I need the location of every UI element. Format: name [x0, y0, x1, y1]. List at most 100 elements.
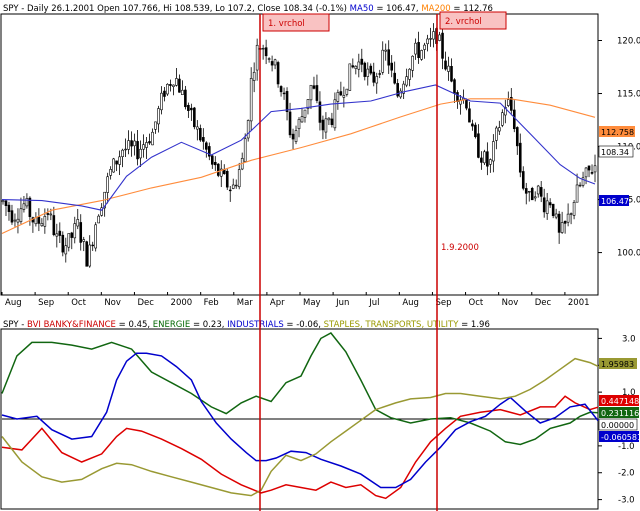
- candle-body: [297, 119, 301, 130]
- candle-body: [82, 239, 86, 242]
- peak-2-annotation-label: 2. vrchol: [445, 17, 482, 27]
- candle-body: [73, 223, 77, 239]
- x-tick-label: Aug: [402, 298, 419, 308]
- candle: [501, 109, 504, 128]
- candle-body: [115, 160, 118, 165]
- candle: [169, 79, 172, 92]
- candle-body: [225, 170, 229, 188]
- candle: [264, 39, 268, 65]
- candle: [37, 208, 41, 232]
- candle: [7, 201, 11, 221]
- candle: [530, 186, 534, 201]
- candle-body: [483, 151, 486, 164]
- candle: [345, 88, 349, 97]
- indicator-y-tick-label: -1.0: [618, 442, 635, 452]
- candle: [414, 38, 417, 60]
- price-y-tick-label: 120.0: [617, 37, 640, 47]
- x-tick-label: Jul: [368, 298, 379, 308]
- candle-body: [405, 76, 408, 86]
- indicator-header-part-2: = 0.45,: [116, 320, 153, 330]
- candle: [267, 57, 271, 63]
- candle: [181, 80, 184, 96]
- candle: [52, 206, 56, 237]
- candle-body: [205, 142, 208, 150]
- ma50-value-text: 106.47: [601, 197, 629, 206]
- candle-body: [521, 171, 525, 189]
- candle-body: [148, 141, 151, 144]
- zero-value-text: 0.00000: [601, 421, 634, 430]
- candle: [375, 72, 379, 94]
- candle-body: [593, 165, 597, 173]
- candle: [309, 84, 313, 110]
- x-tick-label: Sep: [38, 298, 54, 308]
- candle-body: [34, 217, 38, 225]
- candle-body: [477, 133, 480, 158]
- price-header-part-4: = 112.76: [451, 4, 493, 14]
- candle: [432, 23, 435, 48]
- candle: [426, 34, 429, 52]
- candle-body: [387, 49, 391, 66]
- candle: [393, 61, 396, 85]
- staples-value-tag: [599, 358, 637, 369]
- candle-body: [590, 172, 594, 174]
- candle: [273, 58, 277, 70]
- candle-body: [127, 140, 130, 150]
- candle-body: [121, 149, 124, 157]
- candle-body: [252, 71, 256, 81]
- candle-body: [509, 97, 513, 111]
- candle-body: [97, 215, 100, 224]
- candle-body: [145, 142, 148, 148]
- candle-body: [52, 215, 56, 236]
- candle-body: [402, 83, 405, 94]
- candle: [539, 181, 543, 203]
- candle: [312, 76, 316, 90]
- candle-body: [498, 127, 501, 132]
- candle: [40, 218, 44, 227]
- candle: [190, 103, 193, 121]
- candle: [210, 154, 214, 169]
- ma200-value-text: 112.758: [601, 128, 634, 137]
- candle: [339, 81, 343, 97]
- candle: [67, 233, 71, 252]
- candle-body: [49, 213, 53, 216]
- candle: [390, 55, 393, 78]
- candle-body: [450, 66, 453, 82]
- candle: [118, 150, 121, 176]
- candle-body: [79, 222, 83, 243]
- candle-body: [136, 141, 139, 160]
- candle: [184, 85, 187, 110]
- candle-body: [312, 85, 316, 89]
- candle: [109, 166, 112, 180]
- candle-body: [28, 197, 32, 217]
- candle: [587, 165, 591, 178]
- candle-body: [202, 137, 205, 142]
- candle-body: [489, 159, 492, 165]
- candle-body: [22, 203, 26, 210]
- industrials-value-text: -0.060581: [601, 433, 640, 442]
- candle: [369, 63, 373, 76]
- candle: [261, 44, 265, 60]
- candle: [187, 102, 190, 118]
- date-annotation-label: 1.9.2000: [441, 243, 479, 253]
- candle-body: [363, 62, 367, 77]
- candle-body: [554, 213, 558, 218]
- candle-body: [333, 99, 337, 129]
- candle: [384, 43, 388, 61]
- candle-body: [339, 91, 343, 96]
- candle-body: [408, 68, 411, 80]
- candle-body: [300, 116, 304, 123]
- candle-body: [474, 124, 477, 138]
- candle: [363, 61, 367, 81]
- candle-body: [279, 86, 283, 93]
- candle-body: [354, 65, 358, 69]
- energie-value-text: 0.231116: [601, 409, 639, 418]
- candle-body: [441, 32, 444, 59]
- candle-body: [166, 83, 169, 95]
- x-tick-label: Dec: [535, 298, 552, 308]
- candle-body: [294, 130, 298, 142]
- candle-body: [444, 60, 447, 70]
- candle-body: [184, 89, 187, 108]
- candle: [16, 208, 20, 234]
- candle-body: [429, 38, 432, 40]
- candle: [213, 156, 217, 171]
